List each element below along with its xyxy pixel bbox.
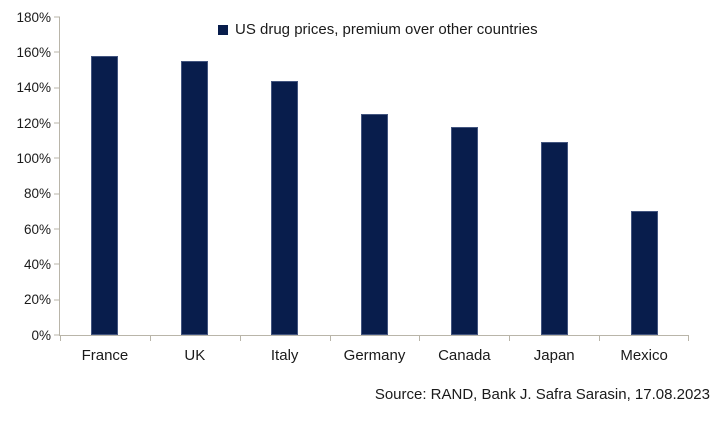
bar-japan bbox=[540, 142, 568, 335]
bar-france bbox=[91, 55, 119, 335]
bars-row bbox=[60, 17, 689, 335]
y-axis-tick bbox=[54, 263, 60, 265]
y-axis-tick-label: 40% bbox=[23, 256, 51, 272]
x-axis-label-uk: UK bbox=[184, 347, 206, 364]
y-axis-tick-label: 100% bbox=[16, 150, 51, 166]
x-axis-label-japan: Japan bbox=[533, 347, 575, 364]
x-axis-tick bbox=[60, 336, 61, 341]
legend: US drug prices, premium over other count… bbox=[218, 21, 538, 38]
y-axis-tick-label: 20% bbox=[23, 291, 51, 307]
bar-cell bbox=[150, 17, 240, 335]
bar-cell bbox=[330, 17, 420, 335]
y-axis-tick bbox=[54, 193, 60, 195]
y-axis-tick bbox=[54, 157, 60, 159]
x-axis-label-germany: Germany bbox=[343, 347, 406, 364]
x-axis-tick bbox=[149, 336, 151, 341]
x-axis-tick bbox=[599, 336, 601, 341]
x-axis-tick bbox=[688, 336, 689, 341]
y-axis-tick-label: 0% bbox=[31, 327, 51, 343]
y-axis-tick-label: 60% bbox=[23, 221, 51, 237]
y-axis-tick-label: 160% bbox=[16, 44, 51, 60]
bar-cell bbox=[509, 17, 599, 335]
y-axis-tick-label: 180% bbox=[16, 9, 51, 25]
y-axis-tick bbox=[54, 122, 60, 124]
y-axis-tick bbox=[54, 87, 60, 89]
bar-cell bbox=[60, 17, 150, 335]
x-labels-row: France UK Italy Germany Canada Japan Mexico bbox=[60, 347, 689, 364]
bar-cell bbox=[240, 17, 330, 335]
x-axis-label-canada: Canada bbox=[438, 347, 491, 364]
x-axis-label-italy: Italy bbox=[270, 347, 299, 364]
y-axis-tick-label: 80% bbox=[23, 185, 51, 201]
x-axis-tick bbox=[239, 336, 241, 341]
x-axis-tick bbox=[329, 336, 331, 341]
legend-marker-icon bbox=[218, 24, 228, 35]
y-axis-tick bbox=[54, 51, 60, 53]
y-axis-tick bbox=[54, 228, 60, 230]
y-axis-tick bbox=[54, 299, 60, 301]
y-axis-tick bbox=[54, 334, 60, 336]
y-axis-tick bbox=[54, 16, 60, 18]
bar-canada bbox=[450, 126, 478, 335]
x-axis-tick bbox=[419, 336, 421, 341]
bar-germany bbox=[361, 114, 388, 335]
legend-label: US drug prices, premium over other count… bbox=[235, 21, 538, 38]
bar-cell bbox=[419, 17, 509, 335]
bar-cell bbox=[599, 17, 689, 335]
y-axis-tick-label: 140% bbox=[16, 79, 51, 95]
bar-italy bbox=[271, 80, 299, 335]
x-axis-label-france: France bbox=[81, 347, 129, 364]
bar-mexico bbox=[630, 211, 658, 335]
y-axis-tick-label: 120% bbox=[16, 115, 51, 131]
x-axis-label-mexico: Mexico bbox=[620, 347, 668, 364]
source-text: Source: RAND, Bank J. Safra Sarasin, 17.… bbox=[374, 386, 710, 403]
bar-uk bbox=[181, 61, 209, 335]
plot-area: 0% 20% 40% 60% 80% 100% 120% 140% 160% 180% France… bbox=[16, 10, 689, 364]
x-axis-tick bbox=[509, 336, 511, 341]
